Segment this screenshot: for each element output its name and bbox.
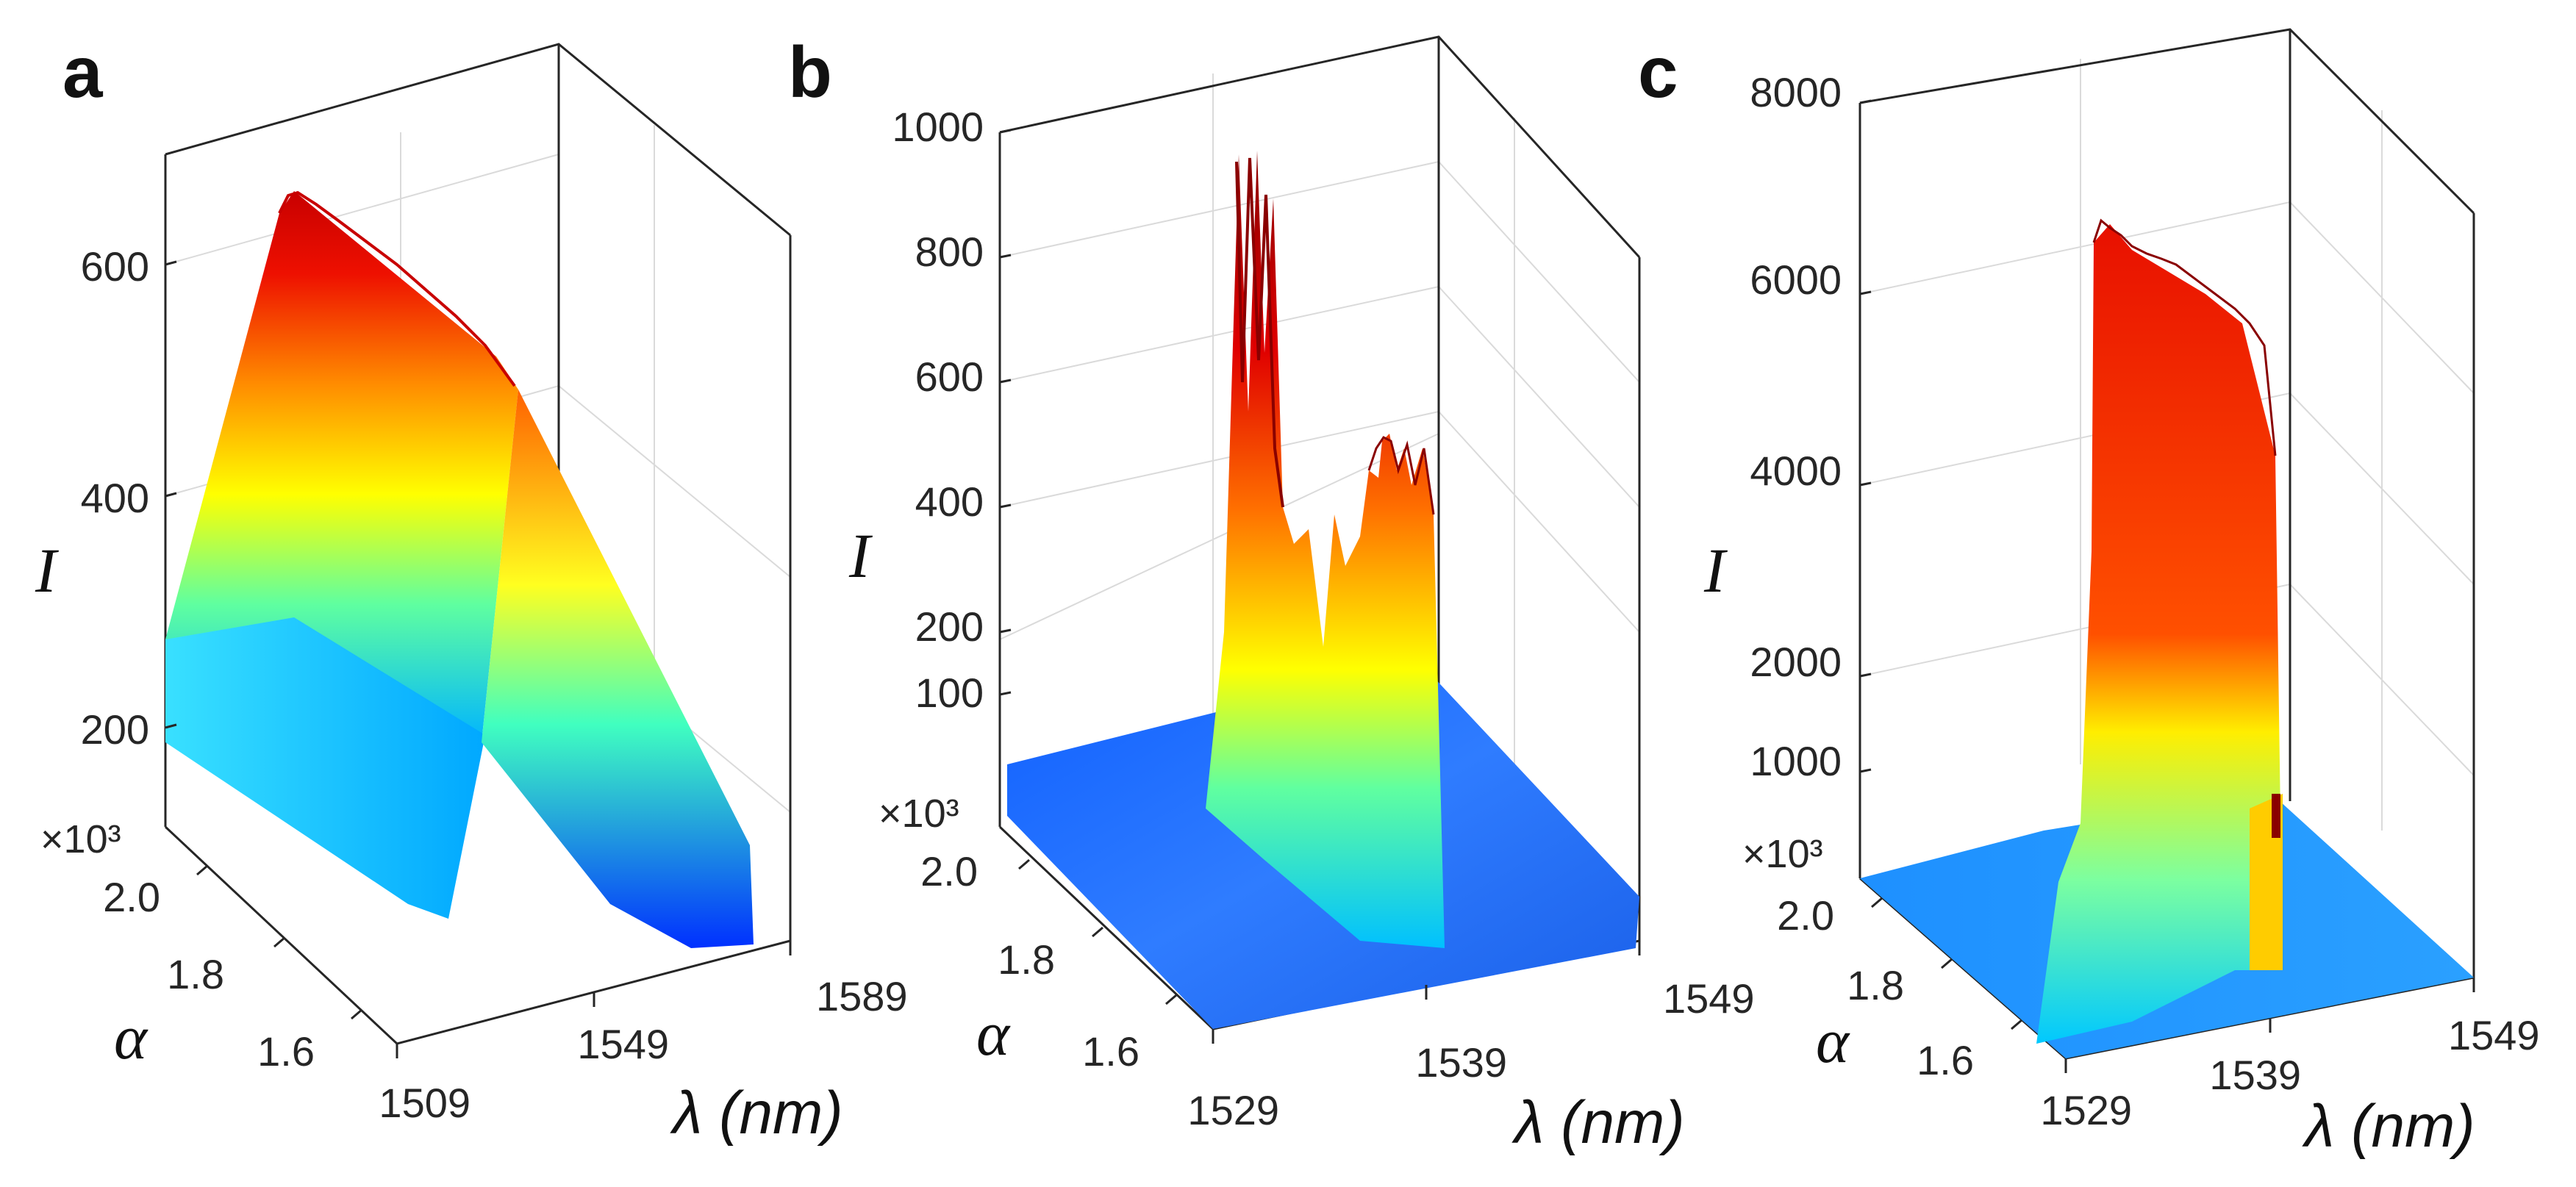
panel-c-z-axis: 8000 6000 4000 2000 1000 I bbox=[1703, 69, 1872, 784]
panel-c-alpha-tick-1.6: 1.6 bbox=[1917, 1037, 1974, 1083]
panel-a-alpha-tick-1.6: 1.6 bbox=[257, 1028, 315, 1075]
panel-a-surface-back bbox=[165, 191, 518, 742]
panel-a-lambda-axis: 1509 1549 1589 λ (nm) bbox=[379, 941, 908, 1147]
panel-a-surface-front bbox=[165, 617, 485, 919]
panel-c-alpha-tick-2.0: 2.0 bbox=[1777, 892, 1834, 939]
panel-b-alpha-tick-1.8: 1.8 bbox=[998, 936, 1055, 983]
panel-a-lambda-label: λ (nm) bbox=[670, 1080, 843, 1147]
panel-a-lambda-tick-1549: 1549 bbox=[577, 1021, 669, 1067]
panel-c-alpha-axis: ×10³ 2.0 1.8 1.6 α bbox=[1742, 832, 2022, 1083]
panel-a-alpha-tick-2.0: 2.0 bbox=[103, 874, 160, 920]
panel-b-letter: b bbox=[788, 32, 832, 112]
panel-c-z-tick-4000: 4000 bbox=[1750, 448, 1842, 494]
panel-c-lambda-tick-1529: 1529 bbox=[2040, 1087, 2132, 1133]
panel-b-z-tick-600: 600 bbox=[915, 354, 984, 400]
panel-b-alpha-tick-1.6: 1.6 bbox=[1082, 1028, 1139, 1075]
panel-c-alpha-label: α bbox=[1816, 1005, 1850, 1076]
panel-a-alpha-label: α bbox=[114, 1002, 149, 1072]
panel-c-z-tick-6000: 6000 bbox=[1750, 257, 1842, 303]
panel-c-z-tick-2000: 2000 bbox=[1750, 639, 1842, 685]
panel-b-z-tick-200: 200 bbox=[915, 603, 984, 650]
panel-c-lambda-label: λ (nm) bbox=[2302, 1093, 2475, 1160]
panel-a: a 600 400 bbox=[35, 32, 908, 1147]
panel-b-z-tick-400: 400 bbox=[915, 478, 984, 525]
panel-a-letter: a bbox=[62, 32, 104, 112]
panel-a-z-axis: 600 400 200 I bbox=[35, 243, 177, 753]
panel-c-alpha-tick-1.8: 1.8 bbox=[1847, 962, 1904, 1008]
panel-c: c 800 bbox=[1638, 28, 2540, 1160]
panel-b: b bbox=[788, 32, 1755, 1156]
panel-c-surface-cut bbox=[2272, 794, 2280, 838]
panel-c-lambda-tick-1539: 1539 bbox=[2209, 1052, 2301, 1098]
panel-b-lambda-axis: 1529 1539 1549 λ (nm) bbox=[1187, 941, 1755, 1156]
panel-b-alpha-axis: ×10³ 2.0 1.8 1.6 α bbox=[879, 792, 1177, 1075]
panel-b-z-tick-100: 100 bbox=[915, 670, 984, 716]
panel-a-z-tick-600: 600 bbox=[81, 243, 149, 290]
panel-a-lambda-tick-1589: 1589 bbox=[816, 973, 908, 1019]
panel-b-surface bbox=[1007, 151, 1639, 1029]
panel-a-alpha-tick-1.8: 1.8 bbox=[167, 951, 224, 997]
panel-c-surface-ridge bbox=[2036, 224, 2283, 1044]
panel-c-letter: c bbox=[1638, 32, 1678, 112]
panel-a-surface bbox=[165, 190, 754, 948]
panel-a-surface-right bbox=[482, 390, 754, 948]
panel-b-lambda-tick-1539: 1539 bbox=[1415, 1039, 1507, 1086]
panel-c-lambda-tick-1549: 1549 bbox=[2448, 1012, 2540, 1058]
panel-b-lambda-tick-1549: 1549 bbox=[1663, 975, 1755, 1022]
panel-c-z-label: I bbox=[1703, 535, 1728, 606]
panel-c-surface bbox=[1860, 218, 2474, 1058]
panel-b-z-label: I bbox=[848, 520, 873, 591]
panel-b-lambda-tick-1529: 1529 bbox=[1187, 1087, 1279, 1133]
panel-c-z-tick-8000: 8000 bbox=[1750, 69, 1842, 115]
panel-c-z-tick-1000: 1000 bbox=[1750, 738, 1842, 784]
panel-b-surface-ridge bbox=[1206, 151, 1445, 948]
panel-c-lambda-axis: 1529 1539 1549 λ (nm) bbox=[2040, 978, 2540, 1160]
panel-b-alpha-tick-2.0: 2.0 bbox=[920, 848, 978, 894]
panel-b-z-axis: 1000 800 600 400 200 100 I bbox=[848, 104, 1012, 716]
panel-a-z-tick-200: 200 bbox=[81, 706, 149, 753]
panel-a-alpha-axis: ×10³ 2.0 1.8 1.6 α bbox=[40, 817, 362, 1075]
panel-b-z-tick-800: 800 bbox=[915, 229, 984, 275]
panel-a-z-tick-400: 400 bbox=[81, 475, 149, 521]
panel-b-alpha-multiplier: ×10³ bbox=[879, 792, 959, 836]
panel-b-alpha-label: α bbox=[976, 998, 1011, 1069]
panel-b-lambda-label: λ (nm) bbox=[1511, 1089, 1685, 1156]
panel-a-alpha-multiplier: ×10³ bbox=[40, 817, 121, 861]
panel-a-lambda-tick-1509: 1509 bbox=[379, 1080, 471, 1126]
panel-a-z-label: I bbox=[35, 535, 59, 606]
panel-b-z-tick-1000: 1000 bbox=[892, 104, 984, 150]
panel-c-alpha-multiplier: ×10³ bbox=[1742, 832, 1823, 876]
